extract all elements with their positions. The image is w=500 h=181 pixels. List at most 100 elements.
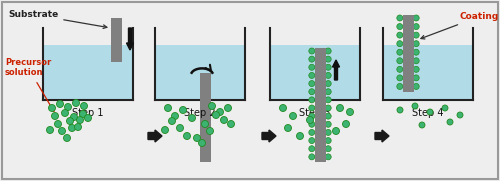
Circle shape: [168, 117, 175, 125]
FancyArrow shape: [148, 130, 162, 142]
Circle shape: [413, 83, 419, 89]
Circle shape: [397, 24, 403, 30]
Circle shape: [68, 125, 75, 132]
Circle shape: [309, 72, 315, 78]
Circle shape: [442, 105, 448, 111]
Circle shape: [397, 41, 403, 47]
Circle shape: [397, 75, 403, 81]
Circle shape: [212, 111, 220, 119]
Circle shape: [325, 97, 331, 103]
Circle shape: [325, 72, 331, 78]
Circle shape: [309, 64, 315, 70]
Bar: [271, 45, 359, 100]
Circle shape: [56, 100, 64, 108]
Circle shape: [220, 117, 228, 123]
Circle shape: [188, 115, 196, 121]
Circle shape: [325, 113, 331, 119]
Bar: [110, 18, 122, 62]
Circle shape: [84, 115, 91, 121]
Circle shape: [413, 32, 419, 38]
Circle shape: [413, 15, 419, 21]
Circle shape: [325, 64, 331, 70]
Circle shape: [290, 113, 296, 119]
Circle shape: [336, 104, 344, 111]
Circle shape: [184, 132, 190, 140]
Circle shape: [325, 56, 331, 62]
Circle shape: [309, 138, 315, 144]
Circle shape: [412, 103, 418, 109]
Circle shape: [46, 127, 54, 134]
Circle shape: [62, 110, 68, 117]
Circle shape: [413, 24, 419, 30]
Text: Substrate: Substrate: [8, 10, 107, 28]
Circle shape: [309, 105, 315, 111]
Circle shape: [397, 49, 403, 55]
Circle shape: [309, 81, 315, 87]
Circle shape: [64, 104, 71, 110]
Circle shape: [216, 108, 224, 115]
Circle shape: [413, 58, 419, 64]
Circle shape: [64, 134, 70, 142]
Circle shape: [309, 56, 315, 62]
FancyArrow shape: [126, 28, 134, 50]
FancyArrow shape: [262, 130, 276, 142]
Circle shape: [397, 66, 403, 72]
Circle shape: [228, 121, 234, 127]
Circle shape: [309, 89, 315, 95]
Circle shape: [306, 117, 314, 123]
Circle shape: [66, 117, 73, 125]
Text: Step 3: Step 3: [299, 108, 331, 118]
Bar: [314, 48, 326, 162]
Circle shape: [397, 58, 403, 64]
Circle shape: [325, 154, 331, 160]
Circle shape: [80, 102, 87, 110]
Circle shape: [427, 109, 433, 115]
Text: Step 1: Step 1: [72, 108, 104, 118]
Circle shape: [325, 89, 331, 95]
Circle shape: [325, 48, 331, 54]
Circle shape: [198, 140, 205, 146]
Circle shape: [397, 107, 403, 113]
Circle shape: [325, 129, 331, 135]
Circle shape: [413, 49, 419, 55]
Circle shape: [342, 121, 349, 127]
Text: Coating: Coating: [421, 12, 499, 39]
Circle shape: [309, 146, 315, 152]
Circle shape: [309, 97, 315, 103]
Circle shape: [54, 121, 62, 127]
Bar: [384, 45, 472, 100]
Bar: [156, 45, 244, 100]
Circle shape: [194, 134, 200, 142]
Circle shape: [309, 129, 315, 135]
Circle shape: [176, 125, 184, 132]
Circle shape: [413, 75, 419, 81]
Text: Step 2: Step 2: [184, 108, 216, 118]
Circle shape: [80, 110, 86, 117]
Circle shape: [76, 117, 84, 123]
Circle shape: [419, 122, 425, 128]
Circle shape: [397, 15, 403, 21]
FancyArrow shape: [332, 60, 340, 80]
Circle shape: [332, 127, 340, 134]
Circle shape: [397, 83, 403, 89]
Circle shape: [224, 104, 232, 111]
Text: Precursor
solution: Precursor solution: [5, 58, 54, 111]
Circle shape: [325, 121, 331, 127]
Text: Step 4: Step 4: [412, 108, 444, 118]
Bar: [44, 45, 132, 100]
Circle shape: [280, 104, 286, 111]
Circle shape: [180, 106, 186, 113]
Circle shape: [413, 66, 419, 72]
Circle shape: [309, 121, 315, 127]
Circle shape: [74, 123, 82, 131]
Circle shape: [325, 105, 331, 111]
Circle shape: [72, 100, 80, 106]
Circle shape: [70, 113, 78, 121]
Circle shape: [309, 48, 315, 54]
Circle shape: [309, 113, 315, 119]
Circle shape: [325, 81, 331, 87]
Circle shape: [325, 138, 331, 144]
Bar: [402, 15, 413, 92]
Circle shape: [164, 104, 172, 111]
Circle shape: [172, 113, 178, 119]
